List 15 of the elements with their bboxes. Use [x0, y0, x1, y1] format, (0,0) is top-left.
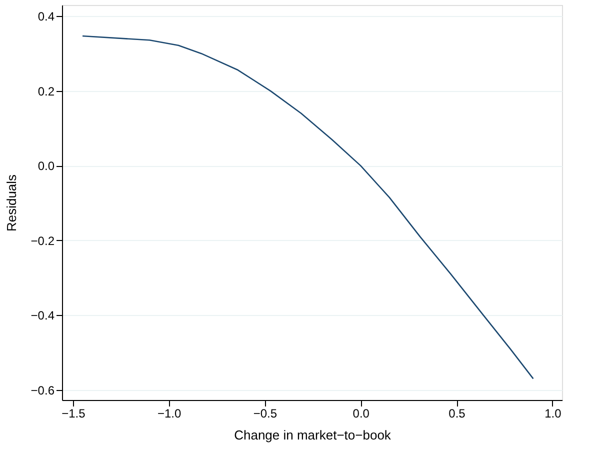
line-series [82, 35, 534, 380]
y-tick-label: 0.4 [38, 10, 55, 24]
x-axis-title: Change in market−to−book [234, 428, 392, 442]
y-tick-label: 0.0 [38, 159, 55, 174]
y-tick-label: −0.2 [30, 234, 55, 248]
x-tick-label: −0.5 [253, 406, 278, 420]
x-tick-label: −1.5 [62, 406, 86, 420]
x-tick-label: 1.0 [544, 406, 562, 420]
y-tick-label: −0.6 [30, 383, 55, 398]
y-tick-label: 0.2 [38, 84, 55, 98]
y-tick-label: −0.4 [30, 308, 55, 323]
x-tick-label: 0.0 [352, 406, 370, 420]
x-tick-label: −1.0 [157, 406, 182, 420]
x-tick-label: 0.5 [448, 406, 466, 420]
y-axis-title: Residuals [4, 174, 19, 232]
